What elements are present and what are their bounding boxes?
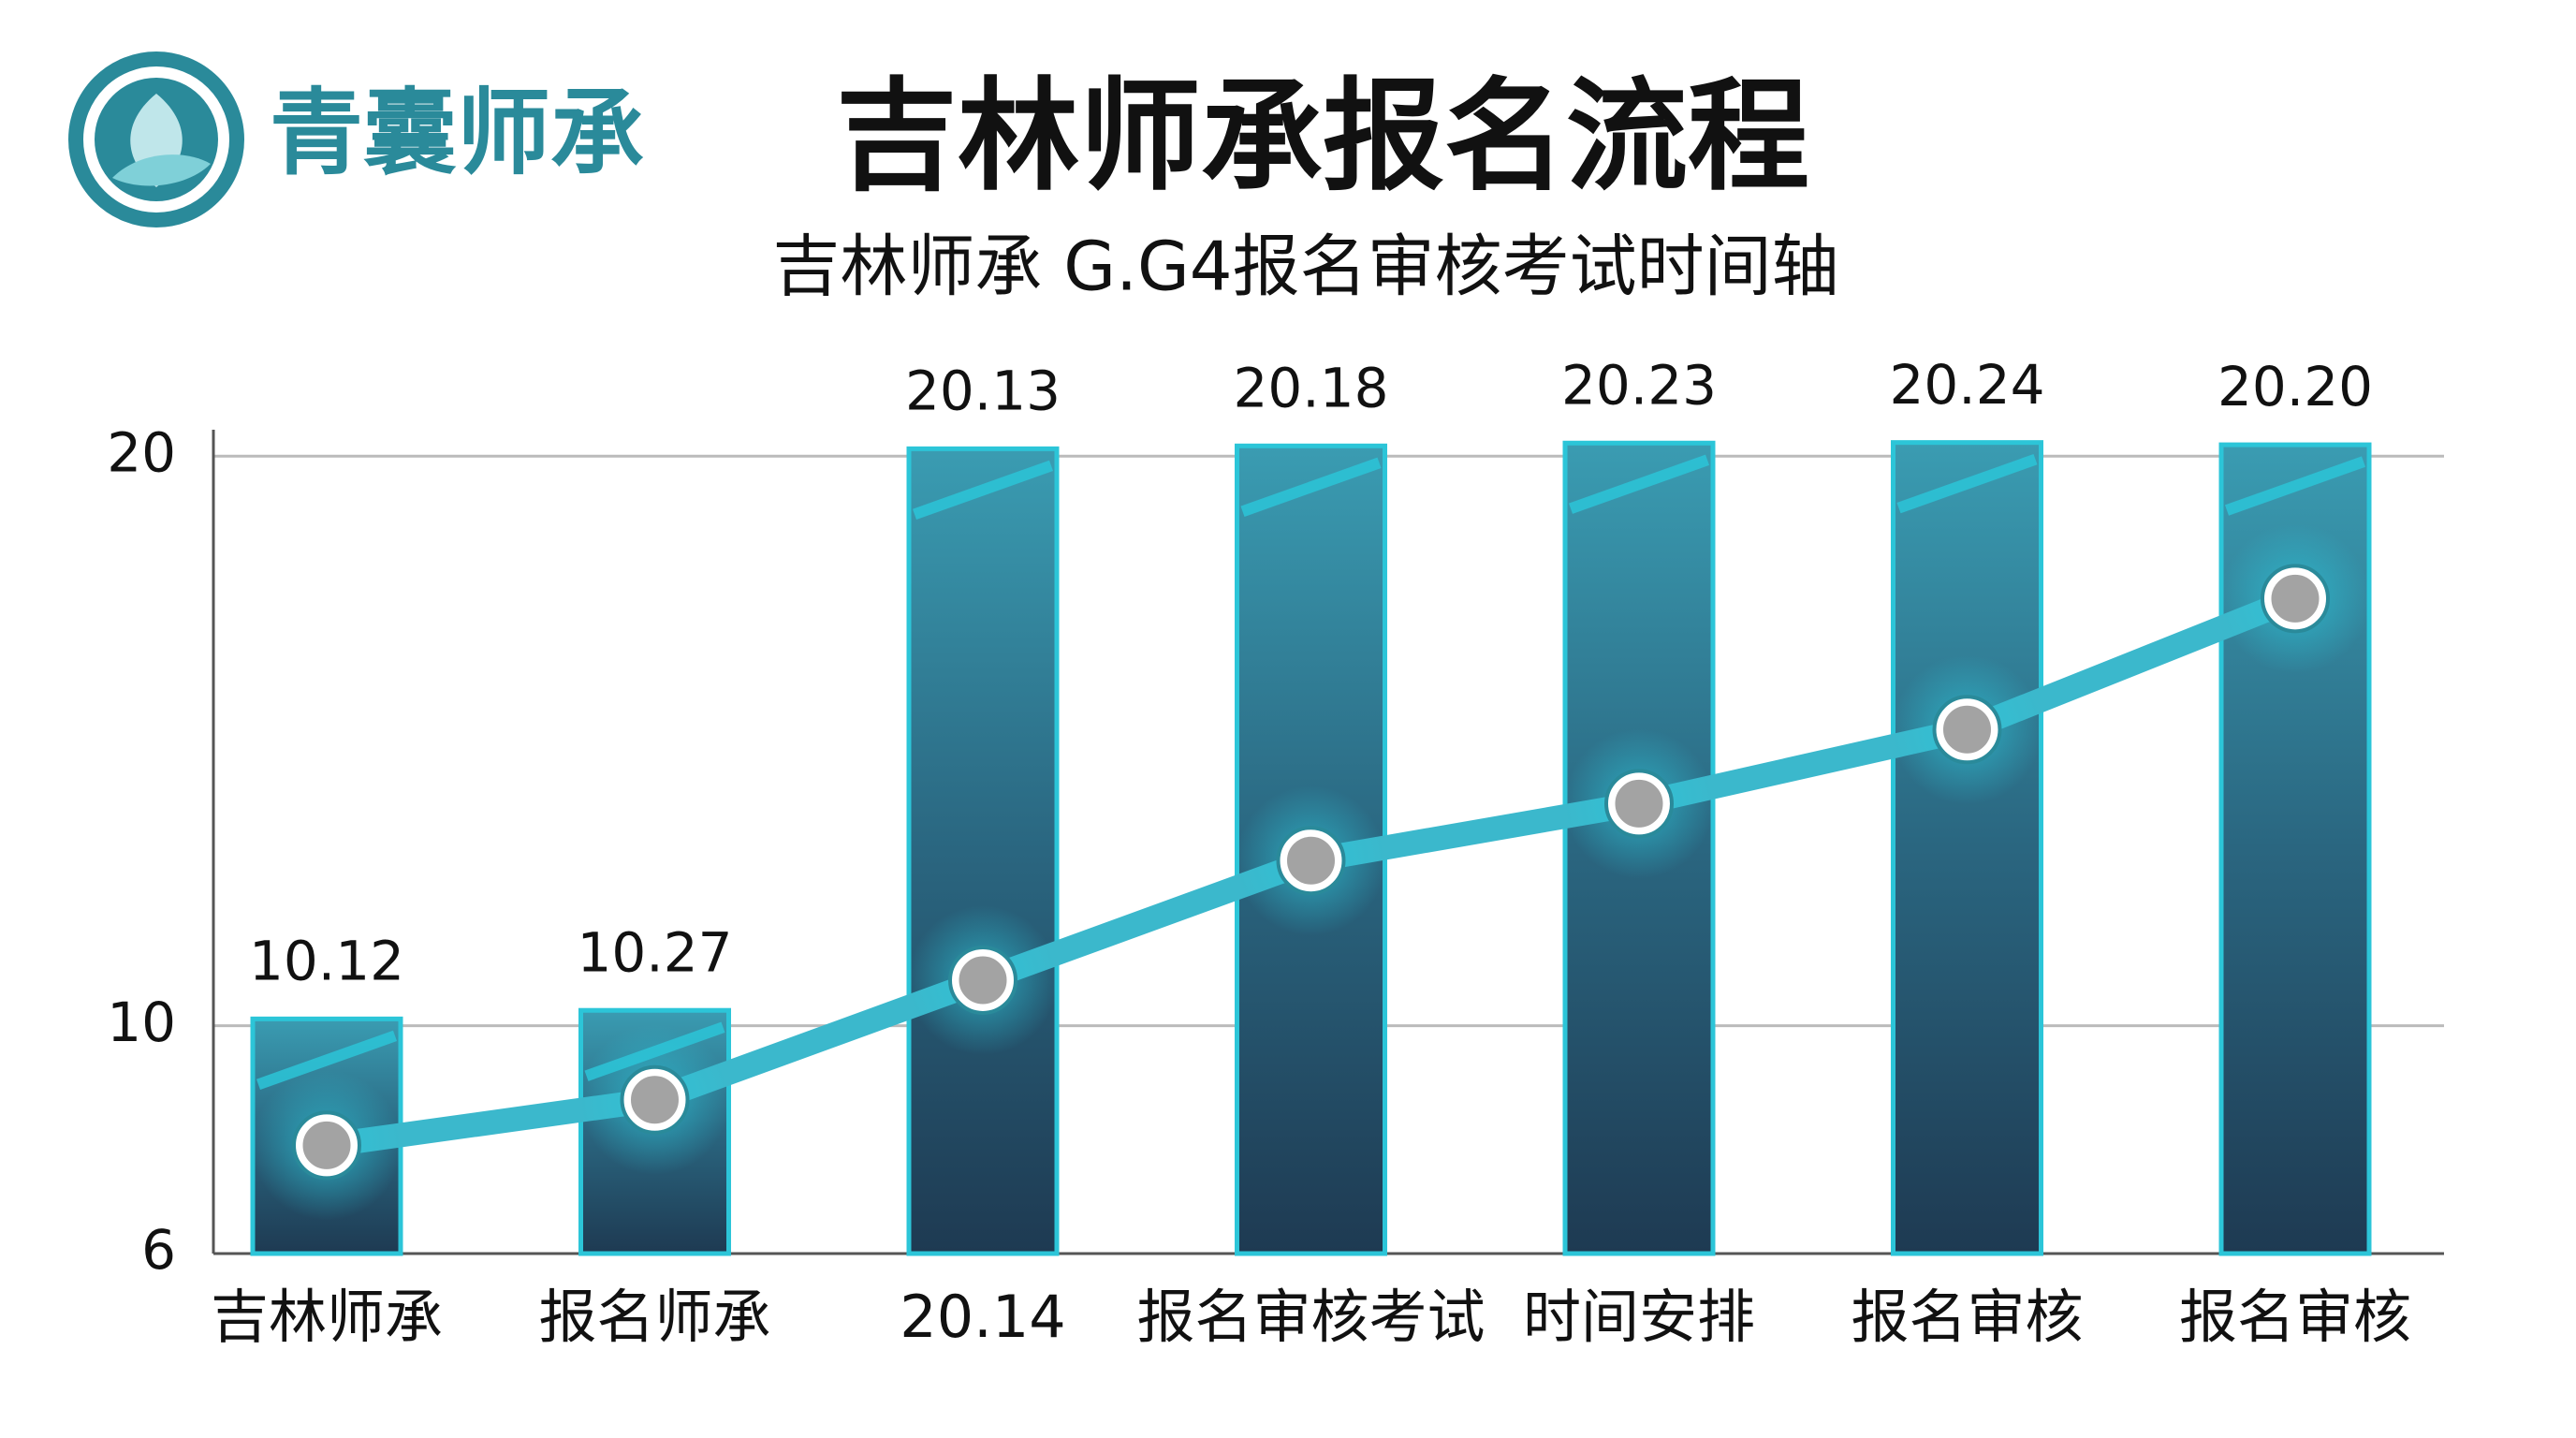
y-tick-label: 6	[141, 1218, 176, 1282]
bar	[906, 446, 1060, 1256]
logo-ring	[68, 51, 244, 227]
point-ring	[292, 1110, 361, 1181]
value-label: 20.20	[2217, 355, 2373, 418]
logo-text: 青囊师承	[270, 78, 644, 187]
point-ring	[1604, 769, 1674, 839]
bar-highlight	[1240, 457, 1382, 517]
value-label: 20.23	[1561, 353, 1717, 417]
bar-highlight	[256, 1030, 398, 1090]
point-ring	[2261, 564, 2330, 634]
point-ring	[620, 1064, 690, 1135]
bar	[1891, 440, 2043, 1256]
value-label: 20.18	[1233, 356, 1388, 419]
point	[622, 1067, 687, 1133]
y-tick-label: 20	[107, 420, 176, 484]
x-tick-label: 20.14	[900, 1283, 1066, 1351]
point-ring	[1276, 826, 1346, 896]
chart-subtitle: 吉林师承 G.G4报名审核考试时间轴	[772, 227, 1838, 306]
x-tick-label: 时间安排	[1523, 1283, 1755, 1351]
x-tick-label: 吉林师承	[211, 1283, 443, 1351]
bar-highlight	[1568, 454, 1710, 514]
x-tick-label: 报名师承	[538, 1283, 770, 1351]
value-label: 10.27	[577, 920, 732, 984]
bar-highlight	[2224, 456, 2366, 516]
point-ring	[948, 945, 1017, 1015]
point-ring	[1932, 695, 2002, 765]
x-tick-label: 报名审核考试	[1136, 1283, 1485, 1351]
logo: 青囊师承	[68, 51, 644, 227]
chart-title: 吉林师承报名流程	[836, 66, 1809, 208]
point	[1606, 770, 1672, 836]
point	[294, 1112, 359, 1178]
point	[950, 947, 1016, 1013]
logo-leaf	[112, 154, 211, 186]
value-label: 20.24	[1889, 353, 2044, 417]
point	[2262, 565, 2328, 631]
bar-highlight	[1896, 453, 2038, 514]
value-label: 20.13	[905, 359, 1061, 422]
value-label: 10.12	[249, 929, 404, 992]
point	[1279, 828, 1343, 893]
bar-highlight	[912, 460, 1054, 520]
x-tick-label: 报名审核	[1851, 1283, 2083, 1351]
point	[1935, 697, 1999, 762]
y-tick-label: 10	[107, 990, 176, 1054]
x-tick-label: 报名审核	[2179, 1283, 2411, 1351]
